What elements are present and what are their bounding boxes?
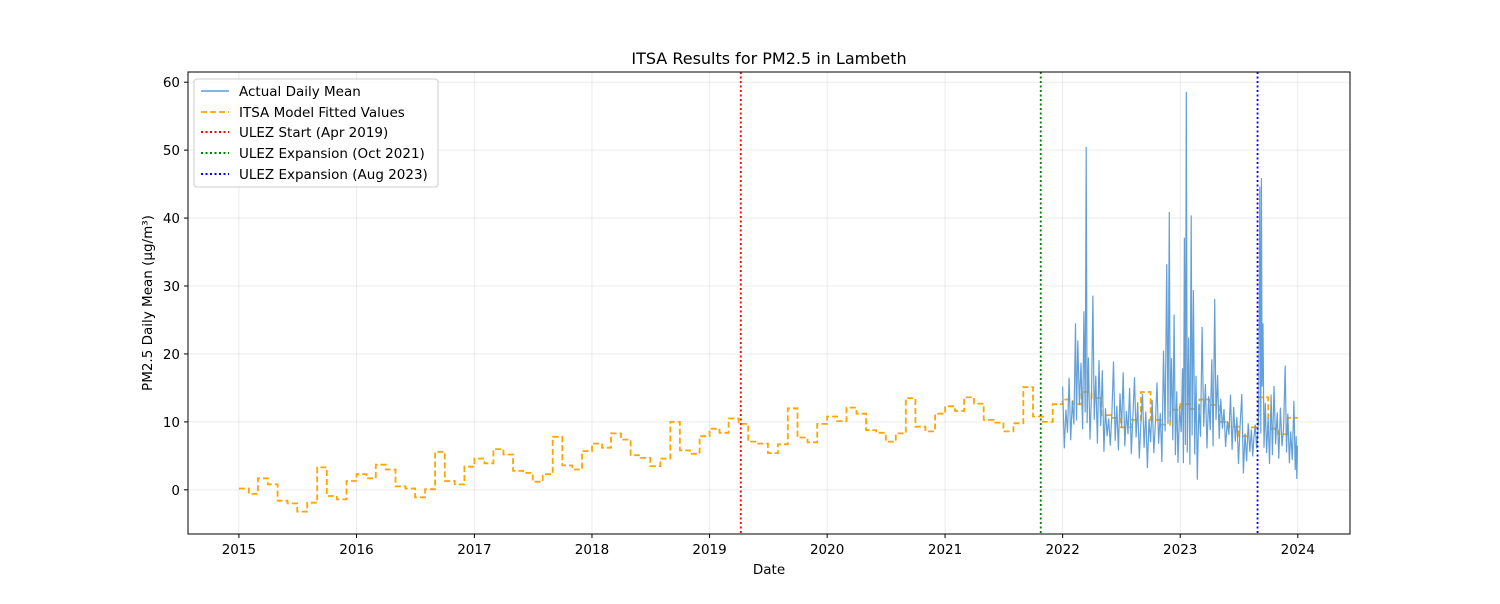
legend-label-ulez-aug-2023: ULEZ Expansion (Aug 2023) [239,167,428,183]
y-tick-label: 10 [163,415,180,431]
x-tick-label: 2018 [575,542,609,558]
y-tick-label: 20 [163,347,180,363]
legend-box [193,78,439,188]
x-tick-label: 2017 [457,542,491,558]
y-tick-label: 40 [163,211,180,227]
x-tick-label: 2020 [810,542,844,558]
axes-frame [187,71,1351,535]
x-tick-label: 2016 [339,542,373,558]
x-tick-label: 2021 [928,542,962,558]
legend-label-ulez-start: ULEZ Start (Apr 2019) [239,125,388,141]
y-tick-label: 50 [163,143,180,159]
y-tick-label: 0 [171,483,180,499]
x-tick-label: 2015 [222,542,256,558]
x-tick-label: 2022 [1045,542,1079,558]
y-tick-label: 60 [163,75,180,91]
axis-ticks: 2015 2016 2017 2018 2019 2020 2021 2022 2023 2024… [163,75,1315,558]
y-tick-label: 30 [163,279,180,295]
x-tick-label: 2019 [692,542,726,558]
x-tick-label: 2024 [1281,542,1315,558]
series-actual-daily-mean [1062,91,1299,480]
legend-label-actual: Actual Daily Mean [239,84,361,100]
x-axis-label: Date [753,562,785,578]
legend: Actual Daily Mean ITSA Model Fitted Valu… [193,78,439,188]
legend-label-ulez-oct-2021: ULEZ Expansion (Oct 2021) [239,146,425,162]
legend-label-fitted: ITSA Model Fitted Values [239,105,405,121]
x-tick-label: 2023 [1163,542,1197,558]
plot-area [238,72,1299,534]
y-axis-label: PM2.5 Daily Mean (µg/m³) [140,215,156,391]
chart-title: ITSA Results for PM2.5 in Lambeth [631,49,906,68]
